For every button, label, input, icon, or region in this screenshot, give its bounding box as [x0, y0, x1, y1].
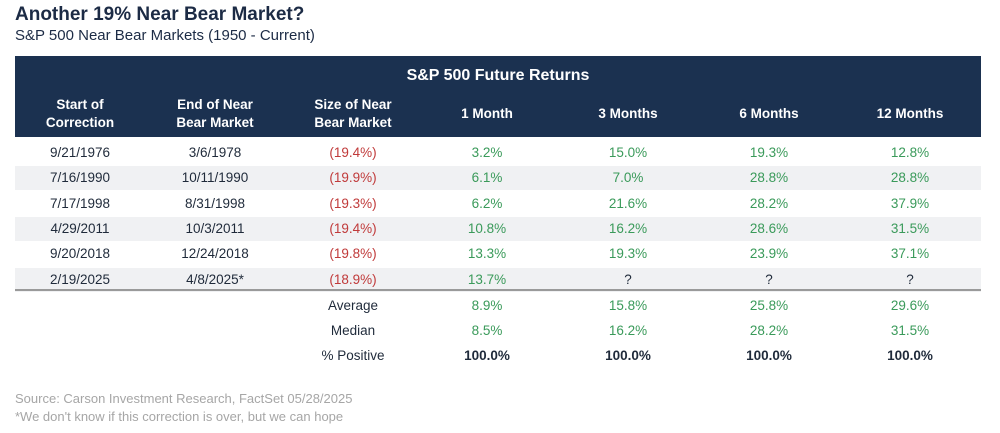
summary-divider: [15, 289, 981, 291]
table-cell: 10/3/2011: [185, 220, 245, 236]
table-cell: 13.3%: [467, 246, 507, 262]
table-cell: 16.2%: [608, 220, 648, 236]
table-cell: 10/11/1990: [181, 170, 249, 186]
column-header-line: Size of Near: [314, 97, 392, 112]
table-cell: 21.6%: [608, 195, 648, 211]
table-cell: 13.7%: [467, 271, 507, 287]
summary-value: 100.0%: [746, 348, 792, 363]
table-cell: ?: [624, 271, 632, 287]
column-header-line: 3 Months: [598, 106, 658, 121]
table-cell: 4/29/2011: [50, 220, 110, 236]
table-cell: 19.3%: [749, 145, 789, 160]
table-cell: 28.6%: [749, 220, 789, 236]
column-header-line: Correction: [45, 115, 115, 130]
column-header-line: Bear Market: [176, 115, 254, 130]
table-cell: 6.1%: [471, 170, 503, 186]
column-header-line: Bear Market: [314, 115, 392, 130]
column-header-line: Start of: [56, 97, 104, 112]
column-header: 6 Months: [699, 105, 839, 123]
table-cell: (18.9%): [329, 271, 377, 287]
table-cell: (19.8%): [329, 246, 377, 262]
table-cell: 37.9%: [890, 195, 930, 211]
footnote: *We don't know if this correction is ove…: [15, 409, 344, 424]
summary-value: 8.5%: [471, 323, 503, 338]
row-band: [15, 166, 981, 191]
table-cell: 7.0%: [612, 170, 644, 186]
source-note: Source: Carson Investment Research, Fact…: [15, 391, 353, 406]
table-cell: (19.4%): [329, 220, 377, 236]
table-cell: 28.8%: [890, 170, 930, 186]
column-header: End of Near Bear Market: [145, 96, 285, 132]
summary-label: % Positive: [321, 348, 385, 363]
table-cell: 3/6/1978: [188, 145, 242, 160]
table-cell: 7/16/1990: [49, 170, 111, 186]
column-header: Start of Correction: [10, 96, 150, 132]
column-header: 3 Months: [558, 105, 698, 123]
column-header: 12 Months: [840, 105, 980, 123]
summary-label: Median: [330, 323, 376, 338]
table-cell: ?: [765, 271, 773, 287]
table-cell: (19.9%): [329, 170, 377, 186]
column-header-line: 6 Months: [739, 106, 799, 121]
summary-value: 16.2%: [608, 323, 648, 338]
table-cell: 6.2%: [471, 195, 503, 211]
table-cell: (19.3%): [329, 195, 377, 211]
summary-value: 100.0%: [605, 348, 651, 363]
row-band: [15, 267, 981, 292]
table-cell: 7/17/1998: [49, 195, 111, 211]
table-cell: 3.2%: [471, 145, 503, 160]
table-cell: 10.8%: [467, 220, 507, 236]
table-header-title: S&P 500 Future Returns: [406, 67, 590, 84]
table-cell: 31.5%: [890, 220, 930, 236]
table-cell: 28.8%: [749, 170, 789, 186]
table-cell: 23.9%: [749, 246, 789, 262]
summary-value: 15.8%: [608, 298, 648, 313]
table-cell: 28.2%: [749, 195, 789, 211]
summary-value: 31.5%: [890, 323, 930, 338]
table-cell: 9/20/2018: [49, 246, 111, 262]
column-header-line: 1 Month: [461, 106, 513, 121]
chart-title: Another 19% Near Bear Market?: [15, 4, 305, 25]
table-header: S&P 500 Future Returns Start of Correctio…: [15, 56, 981, 137]
chart-subtitle: S&P 500 Near Bear Markets (1950 - Curren…: [15, 27, 315, 44]
table-cell: 4/8/2025*: [186, 271, 244, 287]
row-band: [15, 216, 981, 241]
column-header-line: End of Near: [177, 97, 253, 112]
summary-value: 29.6%: [890, 298, 930, 313]
table-cell: 12/24/2018: [181, 246, 249, 262]
summary-label: Average: [327, 298, 379, 313]
summary-value: 100.0%: [887, 348, 933, 363]
summary-value: 28.2%: [749, 323, 789, 338]
table-cell: ?: [906, 271, 914, 287]
table-cell: 37.1%: [890, 246, 930, 262]
table-cell: (19.4%): [329, 145, 377, 160]
column-header-line: 12 Months: [876, 106, 944, 121]
table-cell: 9/21/1976: [49, 145, 111, 160]
summary-value: 25.8%: [749, 298, 789, 313]
table-cell: 2/19/2025: [49, 271, 111, 287]
table-cell: 19.3%: [608, 246, 648, 262]
table-cell: 15.0%: [608, 145, 648, 160]
summary-value: 100.0%: [464, 348, 510, 363]
column-header: Size of Near Bear Market: [283, 96, 423, 132]
summary-value: 8.9%: [471, 298, 503, 313]
column-header: 1 Month: [417, 105, 557, 123]
table-cell: 8/31/1998: [184, 195, 246, 211]
table-cell: 12.8%: [890, 145, 930, 160]
